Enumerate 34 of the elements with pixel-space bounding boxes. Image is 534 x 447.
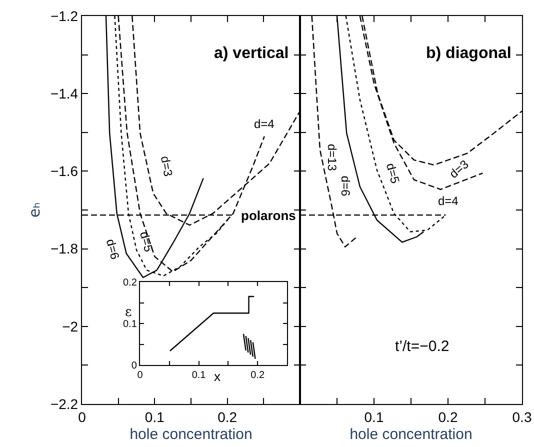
y-axis-title: eₕ [26,202,44,218]
text: a) vertical [214,45,289,62]
y-tick-label: −2 [62,318,78,334]
x-axis-title: hole concentration [130,426,252,443]
y-tick-label: 0 [131,360,138,372]
text: d=3 [158,154,176,178]
x-axis-title: x [214,369,221,384]
x-tick-label: 0.3 [512,408,532,425]
text: d=6 [338,176,353,196]
x-tick-label: 0.2 [250,370,265,382]
text: d=13 [324,144,339,172]
annotation: t’/t=−0.2 [395,338,450,355]
y-tick-label: −1.8 [50,240,78,257]
text: d=5 [383,162,402,186]
series-label: d=4 [438,194,459,208]
x-tick-label: 0.1 [144,408,165,425]
x-tick-label: 0.1 [364,408,384,425]
y-tick-label: −1.6 [50,163,78,180]
legend-label: d=6 [103,238,122,262]
x-tick-label: 0.2 [218,408,238,425]
series-label: polarons [241,208,296,223]
x-tick-label: 0.2 [438,408,458,425]
y-tick-label: 0.2 [122,278,138,288]
y-tick-label: −1.2 [50,8,78,24]
x-tick-label: 0.1 [192,370,206,382]
x-axis-title: hole concentration [350,426,472,443]
y-axis-title: ε [125,305,132,320]
y-tick-label: −2.2 [50,396,78,412]
y-tick-label: −1.4 [50,86,78,102]
text: d=5 [136,230,156,254]
text: b) diagonal [426,45,512,62]
y-tick-label: 0.1 [122,319,138,330]
text: d=3 [446,157,472,182]
series-label: d=4 [254,117,275,131]
